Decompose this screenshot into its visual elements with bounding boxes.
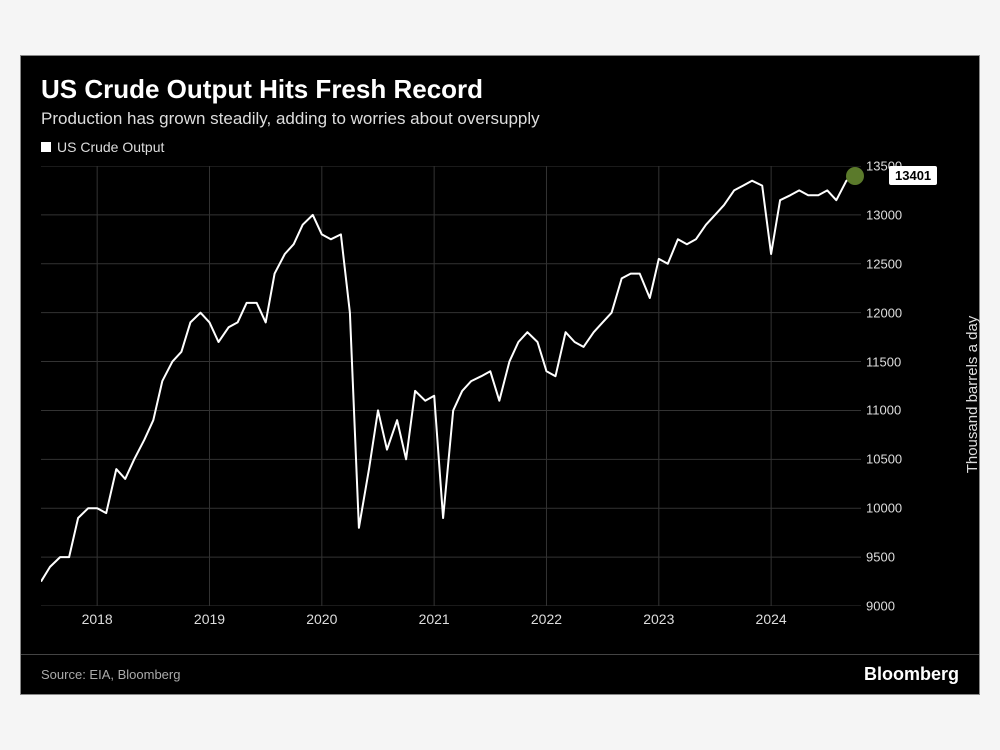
y-tick-label: 9000	[866, 599, 895, 614]
last-value-badge: 13401	[889, 166, 937, 185]
x-tick-label: 2022	[531, 611, 562, 627]
plot-area	[41, 166, 861, 606]
y-axis-labels: 9000950010000105001100011500120001250013…	[866, 166, 921, 606]
last-value-text: 13401	[895, 168, 931, 183]
legend: US Crude Output	[21, 139, 979, 159]
chart-title: US Crude Output Hits Fresh Record	[21, 56, 979, 109]
y-tick-label: 12000	[866, 305, 902, 320]
y-axis-title: Thousand barrels a day	[965, 316, 982, 474]
y-tick-label: 12500	[866, 256, 902, 271]
legend-swatch	[41, 142, 51, 152]
y-tick-label: 9500	[866, 550, 895, 565]
end-marker-icon	[846, 167, 864, 185]
x-tick-label: 2018	[82, 611, 113, 627]
x-tick-label: 2020	[306, 611, 337, 627]
x-tick-label: 2024	[756, 611, 787, 627]
line-chart-svg	[41, 166, 861, 606]
legend-label: US Crude Output	[57, 139, 164, 155]
y-tick-label: 10500	[866, 452, 902, 467]
footer: Source: EIA, Bloomberg Bloomberg	[21, 654, 979, 694]
x-tick-label: 2021	[419, 611, 450, 627]
y-tick-label: 10000	[866, 501, 902, 516]
y-tick-label: 11500	[866, 354, 901, 369]
x-tick-label: 2019	[194, 611, 225, 627]
x-tick-label: 2023	[643, 611, 674, 627]
chart-subtitle: Production has grown steadily, adding to…	[21, 109, 979, 139]
chart-frame: US Crude Output Hits Fresh Record Produc…	[20, 55, 980, 695]
brand-text: Bloomberg	[864, 664, 959, 685]
x-axis-labels: 2018 2019 2020 2021 2022 2023 2024	[41, 611, 861, 631]
y-tick-label: 11000	[866, 403, 901, 418]
y-tick-label: 13000	[866, 207, 902, 222]
source-text: Source: EIA, Bloomberg	[41, 667, 180, 682]
